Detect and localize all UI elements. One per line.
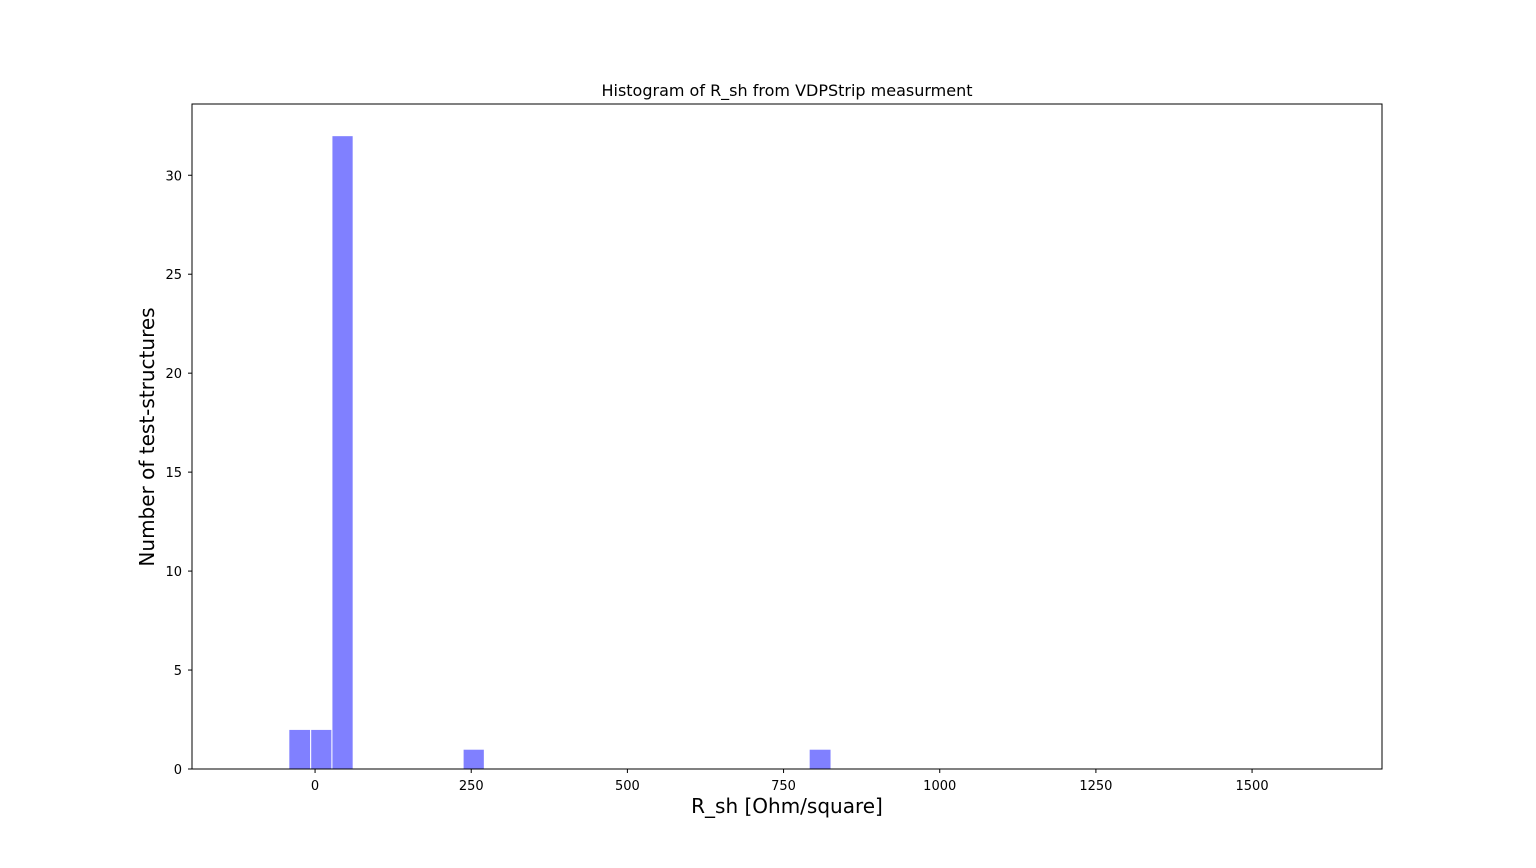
y-tick-label: 25 bbox=[165, 268, 182, 283]
y-tick-label: 30 bbox=[165, 169, 182, 184]
x-tick-label: 250 bbox=[459, 779, 484, 794]
x-tick-label: 0 bbox=[311, 779, 319, 794]
histogram-bar bbox=[808, 748, 832, 770]
x-tick-label: 1250 bbox=[1079, 779, 1112, 794]
y-tick-label: 10 bbox=[165, 565, 182, 580]
bars-layer bbox=[288, 135, 832, 770]
y-tick-label: 20 bbox=[165, 367, 182, 382]
y-axis-label: Number of test-structures bbox=[135, 307, 159, 566]
y-tick-label: 5 bbox=[174, 664, 182, 679]
histogram-bar bbox=[310, 728, 333, 770]
y-axis-ticks: 0 5 10 15 20 25 30 bbox=[165, 169, 192, 778]
x-tick-label: 1000 bbox=[923, 779, 956, 794]
histogram-bar bbox=[462, 748, 485, 770]
x-tick-label: 500 bbox=[615, 779, 640, 794]
plot-frame bbox=[191, 103, 1383, 770]
y-tick-label: 15 bbox=[165, 466, 182, 481]
y-tick-label: 0 bbox=[174, 763, 182, 778]
x-tick-label: 750 bbox=[771, 779, 796, 794]
x-axis-label: R_sh [Ohm/square] bbox=[691, 794, 883, 818]
histogram-bar bbox=[331, 135, 354, 770]
chart-title: Histogram of R_sh from VDPStrip measurme… bbox=[601, 81, 972, 101]
x-tick-label: 1500 bbox=[1236, 779, 1269, 794]
x-axis-ticks: 0 250 500 750 1000 1250 1500 bbox=[311, 769, 1269, 794]
histogram-bar bbox=[288, 728, 312, 770]
